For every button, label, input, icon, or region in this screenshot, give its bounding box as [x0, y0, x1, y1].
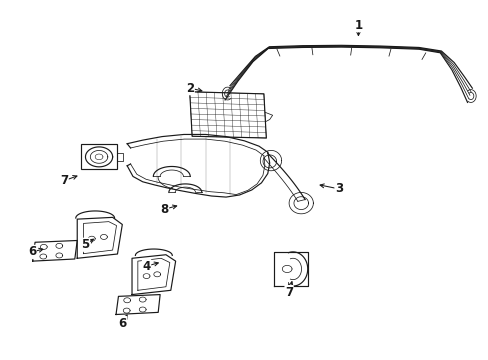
- Text: 5: 5: [81, 238, 89, 251]
- Text: 7: 7: [60, 174, 68, 187]
- Text: 6: 6: [118, 316, 126, 329]
- Text: 2: 2: [186, 82, 194, 95]
- Text: 6: 6: [28, 246, 36, 258]
- Text: 3: 3: [334, 183, 343, 195]
- Text: 1: 1: [354, 19, 362, 32]
- Text: 8: 8: [160, 203, 168, 216]
- Text: 7: 7: [285, 285, 293, 298]
- Text: 4: 4: [142, 260, 150, 273]
